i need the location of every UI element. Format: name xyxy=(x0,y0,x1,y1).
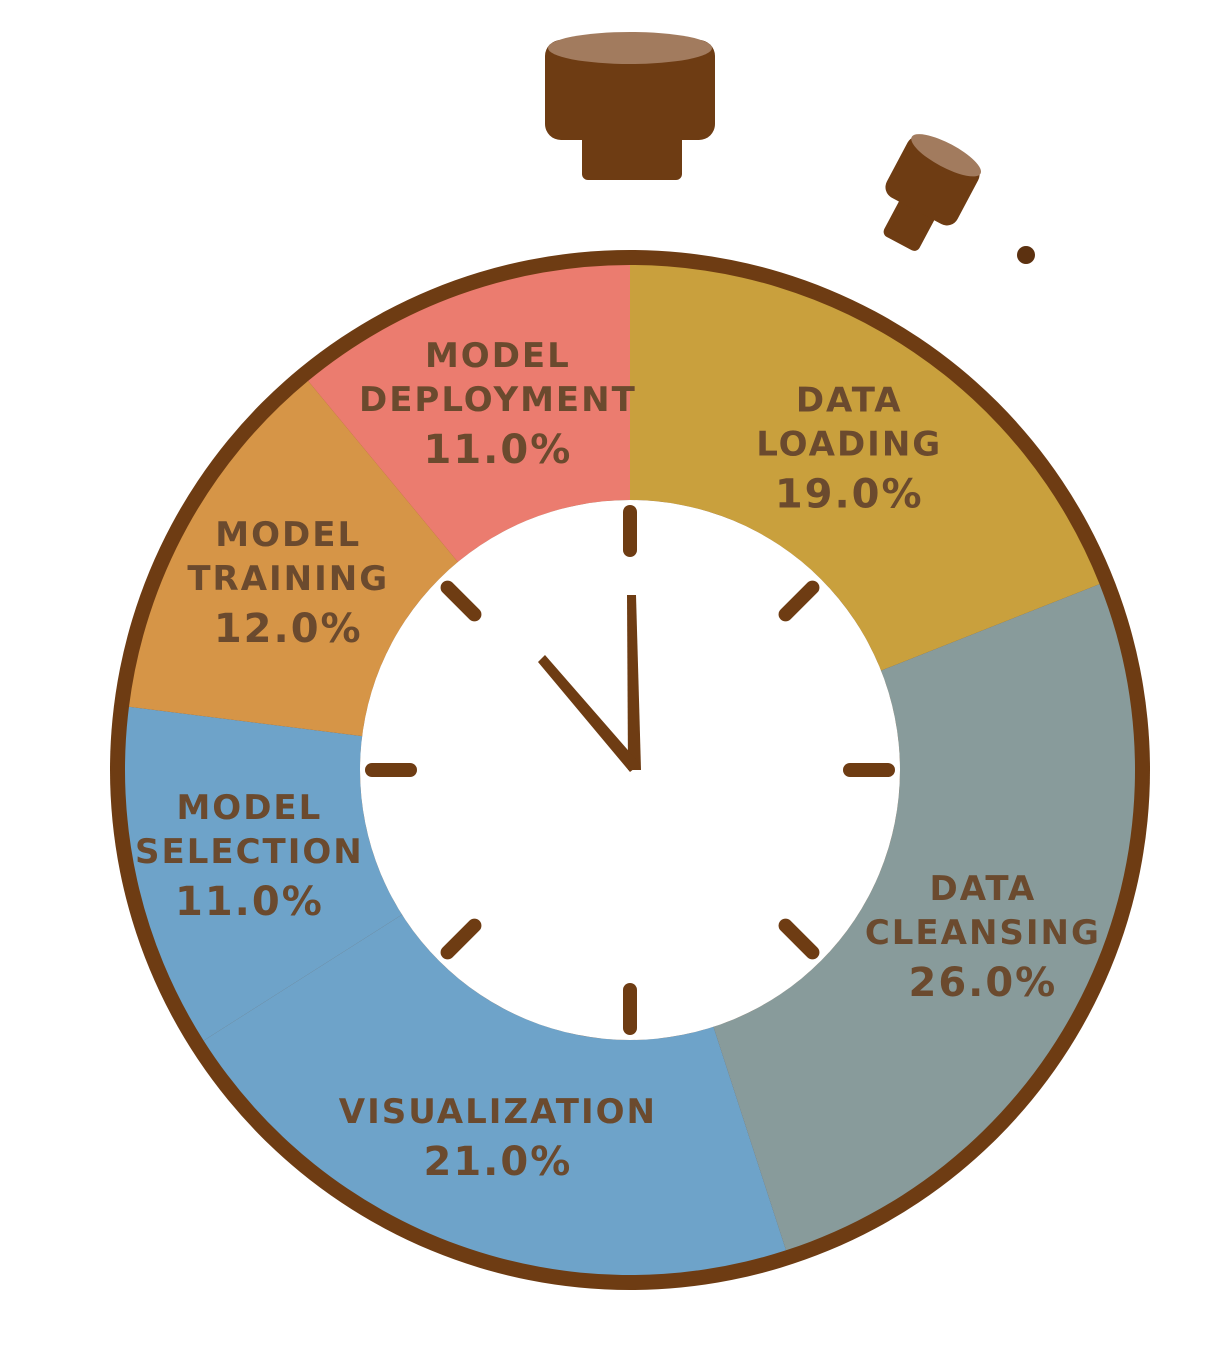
slice-label: CLEANSING xyxy=(865,913,1101,953)
pie-slice-data-loading xyxy=(630,265,1100,671)
slice-label: DEPLOYMENT xyxy=(359,380,637,420)
slice-label: MODEL xyxy=(215,515,361,555)
slice-label: SELECTION xyxy=(135,832,364,872)
hour-hand xyxy=(538,655,640,772)
slice-label: VISUALIZATION xyxy=(339,1092,657,1132)
minute-hand xyxy=(627,595,641,770)
slice-label: DATA xyxy=(796,380,903,420)
pie-slice-model-deployment xyxy=(308,265,630,562)
clock-tick xyxy=(440,918,482,960)
donut-slices xyxy=(125,265,1135,1275)
slice-value-label: 21.0% xyxy=(424,1139,573,1185)
side-button xyxy=(883,134,982,251)
slice-labels: DATALOADING19.0%DATACLEANSING26.0%VISUAL… xyxy=(135,336,1101,1185)
slice-label: MODEL xyxy=(176,788,322,828)
pie-slice-data-cleansing xyxy=(713,584,1135,1251)
ink-dot xyxy=(1017,246,1035,264)
pie-slice-visualization xyxy=(203,914,787,1275)
clock-ticks xyxy=(365,505,895,1035)
slice-label: MODEL xyxy=(425,336,571,376)
clock-tick xyxy=(778,580,820,622)
crown-stem xyxy=(582,130,682,180)
slice-value-label: 11.0% xyxy=(424,427,573,473)
crown-button xyxy=(545,40,715,140)
clock-tick xyxy=(440,580,482,622)
pie-slice-model-training xyxy=(128,380,458,737)
slice-label-group: VISUALIZATION 21.0% xyxy=(339,1092,657,1185)
slice-label: LOADING xyxy=(756,424,942,464)
pie-slice-model-selection xyxy=(125,706,403,1041)
slice-value-label: 26.0% xyxy=(908,960,1057,1006)
slice-label: DATA xyxy=(929,869,1036,909)
clock-hands xyxy=(538,595,641,772)
slice-value-label: 12.0% xyxy=(214,606,363,652)
clock-tick xyxy=(778,918,820,960)
slice-label: TRAINING xyxy=(187,559,389,599)
slice-value-label: 11.0% xyxy=(175,879,324,925)
crown-button-top xyxy=(548,32,712,64)
slice-value-label: 19.0% xyxy=(775,471,924,517)
